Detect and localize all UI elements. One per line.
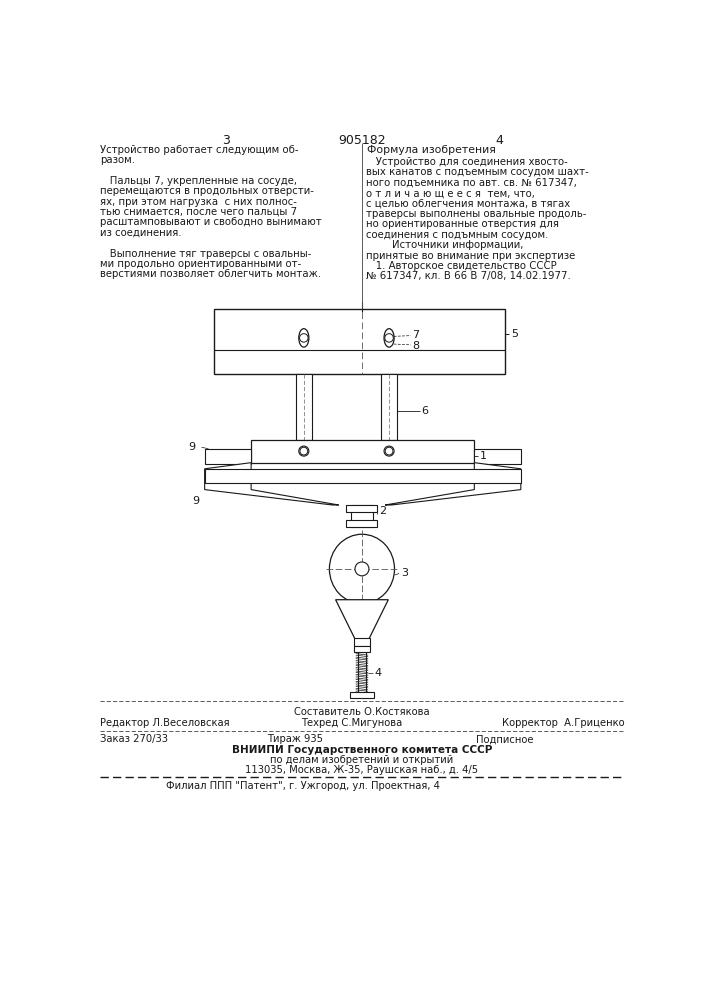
Text: Заказ 270/33: Заказ 270/33 (100, 734, 168, 744)
Bar (354, 638, 370, 646)
Polygon shape (336, 600, 388, 641)
Text: разом.: разом. (100, 155, 135, 165)
Bar (204, 449, 251, 464)
Text: ми продольно ориентированными от-: ми продольно ориентированными от- (100, 259, 301, 269)
Bar (296, 374, 312, 440)
Text: Тираж 935: Тираж 935 (267, 734, 322, 744)
Text: ВНИИПИ Государственного комитета СССР: ВНИИПИ Государственного комитета СССР (232, 745, 492, 755)
Text: 1: 1 (480, 451, 486, 461)
Text: перемещаются в продольных отверсти-: перемещаются в продольных отверсти- (100, 186, 314, 196)
Text: Техред С.Мигунова: Техред С.Мигунова (301, 718, 403, 728)
Ellipse shape (329, 534, 395, 604)
Bar (346, 505, 378, 512)
Text: 8: 8 (412, 341, 419, 351)
Text: по делам изобретений и открытий: по делам изобретений и открытий (270, 755, 454, 765)
Ellipse shape (299, 329, 309, 347)
Bar (349, 692, 374, 698)
Text: Пальцы 7, укрепленные на сосуде,: Пальцы 7, укрепленные на сосуде, (100, 176, 297, 186)
Text: 5: 5 (510, 329, 518, 339)
Text: 3: 3 (401, 568, 408, 578)
Text: Формула изобретения: Формула изобретения (367, 145, 496, 155)
Text: тью снимается, после чего пальцы 7: тью снимается, после чего пальцы 7 (100, 207, 297, 217)
Text: Устройство работает следующим об-: Устройство работает следующим об- (100, 145, 298, 155)
Text: 9: 9 (189, 442, 196, 452)
Text: Редактор Л.Веселовская: Редактор Л.Веселовская (100, 718, 230, 728)
Text: Подписное: Подписное (476, 734, 533, 744)
Text: 4: 4 (374, 668, 382, 678)
Text: с целью облегчения монтажа, в тягах: с целью облегчения монтажа, в тягах (366, 199, 570, 209)
Text: Составитель О.Костякова: Составитель О.Костякова (294, 707, 430, 717)
Text: 6: 6 (421, 406, 428, 416)
Text: расштамповывают и свободно вынимают: расштамповывают и свободно вынимают (100, 217, 322, 227)
Text: из соединения.: из соединения. (100, 228, 182, 238)
Text: 9: 9 (192, 496, 199, 506)
Text: 3: 3 (221, 134, 230, 147)
Text: вых канатов с подъемным сосудом шахт-: вых канатов с подъемным сосудом шахт- (366, 167, 588, 177)
Text: 4: 4 (495, 134, 503, 147)
Polygon shape (385, 463, 521, 505)
Text: Источники информации,: Источники информации, (366, 240, 523, 250)
Text: о т л и ч а ю щ е е с я  тем, что,: о т л и ч а ю щ е е с я тем, что, (366, 188, 534, 198)
Polygon shape (204, 463, 339, 505)
Circle shape (355, 562, 369, 576)
Text: Устройство для соединения хвосто-: Устройство для соединения хвосто- (366, 157, 568, 167)
Text: 7: 7 (412, 330, 419, 340)
Text: 905182: 905182 (338, 134, 386, 147)
Bar (381, 374, 397, 440)
Text: 1. Авторское свидетельство СССР: 1. Авторское свидетельство СССР (366, 261, 556, 271)
Bar (346, 520, 378, 527)
Ellipse shape (299, 446, 309, 456)
Text: Корректор  А.Гриценко: Корректор А.Гриценко (502, 718, 625, 728)
Text: траверсы выполнены овальные продоль-: траверсы выполнены овальные продоль- (366, 209, 586, 219)
Bar (251, 440, 474, 463)
Text: принятые во внимание при экспертизе: принятые во внимание при экспертизе (366, 251, 575, 261)
Text: соединения с подъмным сосудом.: соединения с подъмным сосудом. (366, 230, 548, 240)
Text: верстиями позволяет облегчить монтаж.: верстиями позволяет облегчить монтаж. (100, 269, 321, 279)
Ellipse shape (384, 446, 394, 456)
Bar (214, 309, 506, 374)
Text: 2: 2 (379, 506, 386, 516)
Bar (204, 469, 521, 483)
Bar (351, 505, 373, 527)
Text: № 617347, кл. В 66 В 7/08, 14.02.1977.: № 617347, кл. В 66 В 7/08, 14.02.1977. (366, 271, 571, 281)
Text: Выполнение тяг траверсы с овальны-: Выполнение тяг траверсы с овальны- (100, 249, 311, 259)
Bar (474, 449, 521, 464)
Bar (354, 646, 370, 652)
Text: но ориентированные отверстия для: но ориентированные отверстия для (366, 219, 559, 229)
Text: 113035, Москва, Ж-35, Раушская наб., д. 4/5: 113035, Москва, Ж-35, Раушская наб., д. … (245, 765, 479, 775)
Ellipse shape (384, 329, 394, 347)
Text: ях, при этом нагрузка  с них полнос-: ях, при этом нагрузка с них полнос- (100, 197, 297, 207)
Text: Филиал ППП "Патент", г. Ужгород, ул. Проектная, 4: Филиал ППП "Патент", г. Ужгород, ул. Про… (166, 781, 440, 791)
Bar (358, 652, 366, 694)
Text: ного подъемника по авт. св. № 617347,: ного подъемника по авт. св. № 617347, (366, 178, 577, 188)
